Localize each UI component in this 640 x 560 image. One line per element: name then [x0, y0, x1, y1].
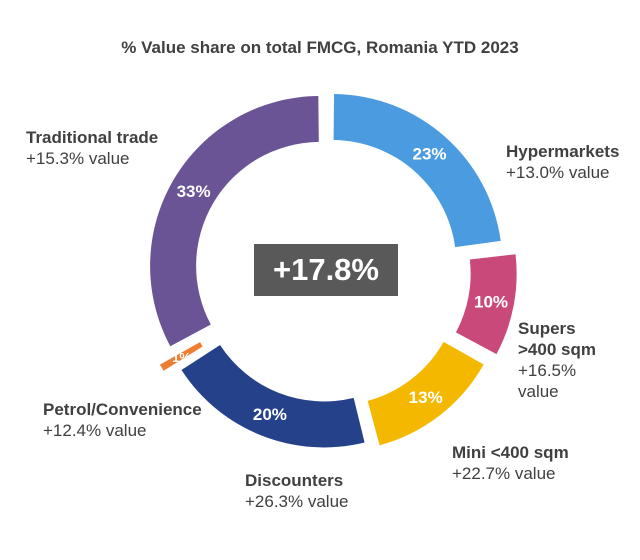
donut-slice-mini [367, 341, 484, 446]
donut-slice-traditional [150, 95, 319, 347]
legend-label-mini: Mini <400 sqm +22.7% value [452, 443, 569, 483]
slice-value-label-supers: 10% [474, 292, 508, 311]
slice-value-label-petrol: 1% [172, 350, 191, 365]
slice-value-label-discounters: 20% [253, 405, 287, 424]
legend-label-petrol: Petrol/Convenience +12.4% value [43, 400, 202, 440]
legend-label-hypermarkets: Hypermarkets +13.0% value [506, 142, 620, 182]
slice-value-label-mini: 13% [409, 388, 443, 407]
donut-slice-discounters [181, 344, 365, 448]
donut-slice-petrol [159, 342, 203, 371]
legend-label-traditional: Traditional trade +15.3% value [26, 128, 159, 168]
donut-slice-hypermarkets [333, 94, 501, 248]
chart-title: % Value share on total FMCG, Romania YTD… [121, 38, 519, 57]
legend-label-supers: Supers >400 sqm +16.5% value [518, 319, 596, 401]
slice-value-label-hypermarkets: 23% [412, 145, 446, 164]
legend-label-discounters: Discounters +26.3% value [245, 471, 349, 511]
center-total-label: +17.8% [254, 244, 398, 296]
slice-value-label-traditional: 33% [177, 182, 211, 201]
donut-slice-supers [455, 254, 517, 355]
